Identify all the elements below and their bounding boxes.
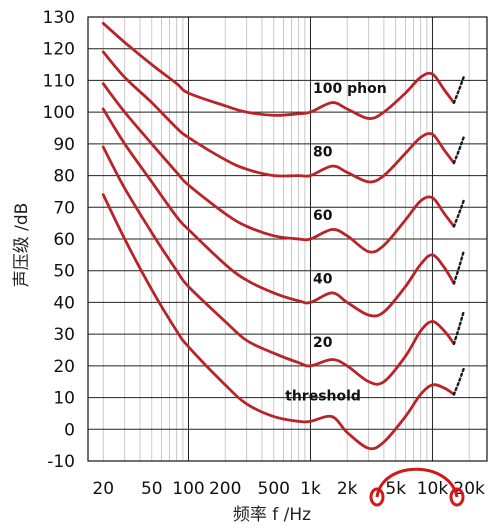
x-tick-label: 200 xyxy=(209,479,241,499)
dotted-extension xyxy=(452,310,465,345)
dotted-extension xyxy=(452,199,465,228)
x-tick-label: 20 xyxy=(92,479,114,499)
loudness-curve-1 xyxy=(101,21,456,120)
y-tick-label: 10 xyxy=(53,389,75,409)
series-label: 60 xyxy=(313,208,333,224)
series-label: 100 phon xyxy=(313,81,387,97)
dotted-extension xyxy=(452,76,465,104)
plot-frame xyxy=(87,16,488,462)
x-axis-title: 频率 f /Hz xyxy=(233,505,311,525)
y-tick-label: 70 xyxy=(53,198,75,218)
loudness-curve-3 xyxy=(101,82,456,254)
loudness-curve-2 xyxy=(101,50,456,184)
x-tick-label: 50 xyxy=(141,479,163,499)
series-label: 80 xyxy=(313,145,333,161)
y-tick-label: -10 xyxy=(47,452,75,472)
curve-dotted-extensions xyxy=(452,76,465,396)
y-tick-label: 80 xyxy=(53,167,75,187)
y-tick-label: 100 xyxy=(43,103,75,123)
series-label: 40 xyxy=(313,271,333,287)
headphone-band xyxy=(375,467,459,498)
x-tick-label: 1k xyxy=(300,479,321,499)
y-tick-label: 130 xyxy=(43,8,75,28)
dotted-extension xyxy=(452,136,465,165)
loudness-curves xyxy=(101,21,456,451)
series-label: 20 xyxy=(313,335,333,351)
x-tick-label: 5k xyxy=(385,479,406,499)
x-tick-label: 10k xyxy=(417,479,449,499)
headphone-annotation-icon xyxy=(369,467,465,507)
y-tick-label: 110 xyxy=(43,71,75,91)
y-tick-label: 50 xyxy=(53,262,75,282)
headphone-left-cup xyxy=(369,487,385,507)
loudness-curve-6 xyxy=(101,193,456,451)
y-tick-label: 0 xyxy=(64,420,75,440)
x-tick-label: 500 xyxy=(258,479,290,499)
series-label: threshold xyxy=(285,389,361,405)
y-tick-label: 20 xyxy=(53,357,75,377)
y-tick-label: 30 xyxy=(53,325,75,345)
y-tick-label: 120 xyxy=(43,40,75,60)
y-tick-label: 90 xyxy=(53,135,75,155)
x-tick-labels: 20 50 100 200 500 1k 2k 5k 10k 20k xyxy=(92,479,485,499)
y-axis-title: 声压级 /dB xyxy=(12,203,32,288)
dotted-extension xyxy=(452,250,465,285)
loudness-curve-5 xyxy=(101,145,456,386)
series-labels: 100 phon 80 60 40 20 threshold xyxy=(285,81,387,405)
loudness-curve-4 xyxy=(101,107,456,318)
headphone-right-cup xyxy=(449,487,465,507)
y-tick-label: 60 xyxy=(53,230,75,250)
major-gridlines xyxy=(88,16,487,462)
y-tick-label: 40 xyxy=(53,293,75,313)
x-tick-label: 100 xyxy=(172,479,204,499)
x-tick-label: 2k xyxy=(337,479,358,499)
dotted-extension xyxy=(452,367,465,396)
